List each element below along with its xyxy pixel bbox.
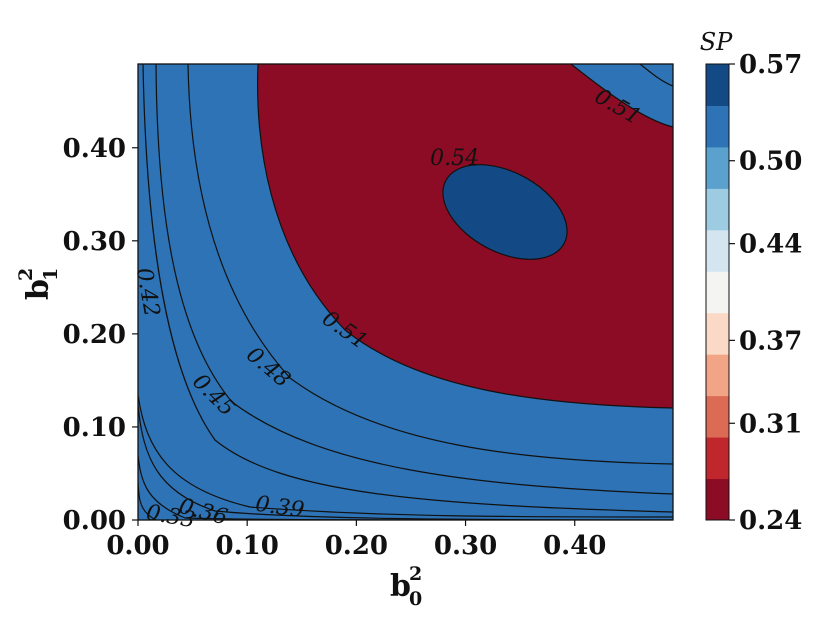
y-tick-label: 0.00	[63, 506, 126, 536]
colorbar-tick-label: 0.24	[739, 506, 802, 536]
x-axis-label-sub: 0	[409, 588, 422, 610]
y-tick-label: 0.40	[63, 134, 126, 164]
contour-line-0.36	[138, 394, 673, 518]
colorbar-swatch	[706, 229, 729, 272]
y-axis-label-base: b	[21, 279, 56, 300]
contour-label: 0.54	[430, 146, 479, 171]
x-tick-label: 0.40	[543, 531, 606, 561]
colorbar-tick-label: 0.31	[739, 409, 802, 439]
colorbar-title: SP	[700, 28, 733, 56]
contour-labels: 0.54 0.51 0.51 0.48 0.45 0.42 0.39 0.36 …	[131, 84, 645, 533]
contour-line-0.48	[257, 64, 673, 409]
x-tick-label: 0.20	[325, 531, 388, 561]
x-tick-label: 0.00	[106, 531, 169, 561]
x-axis-label-sup: 2	[409, 563, 422, 585]
contour-line-0.45	[187, 64, 673, 465]
colorbar-tick-label: 0.44	[739, 230, 802, 260]
x-axis-label-base: b	[390, 569, 411, 604]
contour-line-0.51-top	[639, 64, 673, 87]
x-tick-label: 0.10	[216, 531, 279, 561]
colorbar-tick-label: 0.37	[739, 326, 802, 356]
x-axis-ticks: 0.00 0.10 0.20 0.30 0.40	[106, 520, 606, 561]
colorbar-tick-label: 0.57	[739, 50, 802, 80]
colorbar-frame	[705, 63, 730, 521]
contour-line-0.39	[142, 64, 673, 513]
colorbar	[706, 64, 729, 521]
colorbar-swatch	[706, 437, 729, 480]
colorbar-ticks: 0.24 0.31 0.37 0.44 0.50 0.57	[729, 50, 802, 536]
band-0.54-0.57	[442, 164, 568, 260]
colorbar-swatch	[706, 271, 729, 314]
contour-line-0.51	[570, 64, 673, 128]
colorbar-swatch	[706, 105, 729, 148]
x-tick-label: 0.30	[434, 531, 497, 561]
colorbar-tick-label: 0.50	[739, 147, 802, 177]
y-axis-label: b 2 1	[15, 268, 62, 300]
y-axis-label-sub: 1	[40, 268, 62, 281]
contour-fill	[138, 64, 673, 520]
y-tick-label: 0.20	[63, 320, 126, 350]
colorbar-swatch	[706, 312, 729, 355]
colorbar-swatch	[706, 395, 729, 438]
x-axis-label: b 2 0	[390, 563, 422, 610]
contour-line-0.42	[155, 64, 673, 495]
colorbar-swatch	[706, 478, 729, 521]
band-0.51-0.54	[138, 64, 673, 520]
y-tick-label: 0.10	[63, 413, 126, 443]
colorbar-swatch	[706, 64, 729, 106]
plot-frame	[137, 63, 674, 521]
y-axis-ticks: 0.00 0.10 0.20 0.30 0.40	[63, 134, 138, 536]
colorbar-swatch	[706, 188, 729, 231]
y-tick-label: 0.30	[63, 227, 126, 257]
colorbar-swatch	[706, 354, 729, 397]
contour-line-0.54	[442, 164, 568, 260]
colorbar-swatch	[706, 146, 729, 189]
y-axis-label-sup: 2	[15, 268, 37, 281]
